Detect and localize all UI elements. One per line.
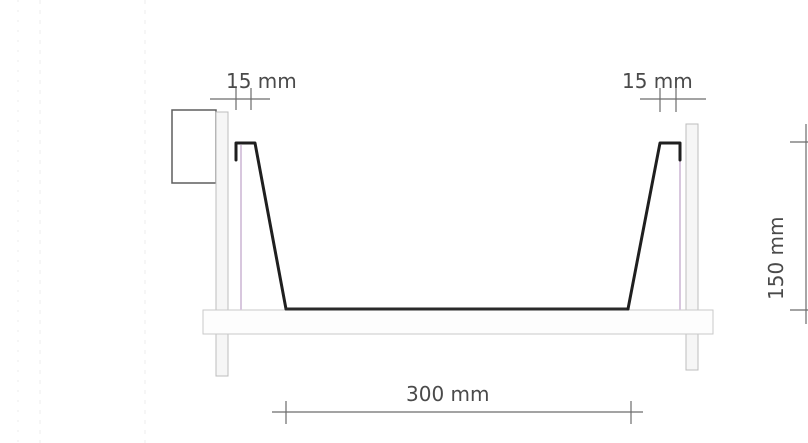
right-vertical-post <box>685 123 699 371</box>
base-plate <box>202 309 714 335</box>
top-right-dimension-label: 15 mm <box>622 69 693 93</box>
top-right-dimension <box>640 88 706 112</box>
left-vertical-post <box>215 111 229 377</box>
height-dimension <box>790 124 808 324</box>
bottom-dimension-label: 300 mm <box>406 382 490 406</box>
top-left-dimension <box>210 88 270 110</box>
channel-profile <box>234 141 682 311</box>
left-box <box>171 109 217 184</box>
bottom-dimension <box>272 401 643 424</box>
height-dimension-label: 150 mm <box>764 217 788 301</box>
top-left-dimension-label: 15 mm <box>226 69 297 93</box>
background-grid <box>17 0 146 443</box>
